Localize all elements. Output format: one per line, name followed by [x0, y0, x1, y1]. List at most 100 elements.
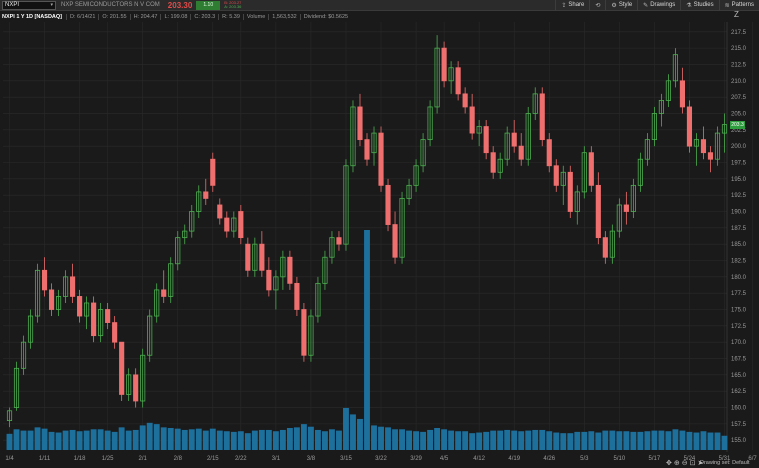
candle-body	[168, 263, 174, 297]
date-tick-label: 1/25	[102, 456, 114, 462]
ask-price: A: 203.36	[224, 4, 242, 9]
price-tick-label: 207.5	[731, 95, 747, 101]
sync-button[interactable]: ⟲	[589, 0, 605, 11]
volume-bar	[364, 230, 370, 450]
info-close: C: 203.3	[190, 14, 218, 20]
volume-bar	[413, 431, 420, 450]
candle-body	[679, 80, 686, 108]
candle-body	[707, 152, 714, 160]
volume-bar	[307, 426, 314, 450]
candle-body	[301, 309, 307, 356]
volume-bar	[595, 432, 602, 450]
zoom-out-icon[interactable]: ⊖	[681, 460, 688, 467]
bid-price: B: 203.27	[224, 0, 242, 5]
date-tick-label: 3/29	[410, 456, 422, 462]
date-tick-label: 2/8	[174, 456, 183, 462]
candle-body	[182, 230, 188, 239]
share-button[interactable]: ⇪ Share	[555, 0, 589, 11]
candle-body	[175, 237, 181, 265]
volume-bar	[41, 428, 48, 450]
symbol-selector[interactable]: NXPI ▾	[2, 0, 56, 10]
volume-bar	[202, 430, 209, 450]
chart-title: NXPI 1 Y 1D [NASDAQ]	[2, 14, 63, 20]
candle-body	[455, 67, 461, 95]
candle-body	[630, 184, 636, 212]
volume-bar	[188, 429, 195, 450]
candle-body	[294, 282, 300, 310]
price-tick-label: 210.0	[731, 79, 747, 85]
volume-bar	[546, 431, 553, 450]
volume-bar	[104, 430, 111, 450]
studies-button[interactable]: ⚗ Studies	[680, 0, 718, 11]
candle-body	[13, 367, 20, 408]
candle-body	[189, 211, 195, 232]
candle-body	[434, 47, 440, 108]
date-tick-label: 4/26	[543, 456, 555, 462]
axis-corner-icon: Z	[734, 10, 739, 19]
volume-bar	[693, 432, 700, 450]
last-price-tag: 203.3	[730, 120, 745, 129]
volume-bar	[321, 431, 328, 450]
sync-icon: ⟲	[595, 2, 601, 9]
volume-bar	[679, 430, 686, 450]
company-name: NXP SEMICONDUCTORS N V COM	[61, 2, 160, 8]
pan-icon[interactable]: ✥	[666, 460, 672, 467]
volume-bar	[69, 429, 76, 450]
zoom-fit-icon[interactable]: ⊡	[689, 460, 696, 467]
flask-icon: ⚗	[686, 2, 692, 9]
price-tick-label: 175.0	[731, 308, 747, 314]
volume-bar	[665, 431, 672, 450]
volume-bar	[132, 429, 139, 450]
symbol-label: NXPI	[5, 2, 20, 8]
toolbar-actions: ⇪ Share ⟲ ⚙ Style ✎ Drawings ⚗ Studies ≋…	[555, 0, 759, 11]
volume-bar	[686, 431, 693, 450]
candle-body	[637, 158, 643, 186]
volume-bar	[371, 425, 377, 450]
volume-bar	[455, 431, 462, 450]
candle-body	[343, 165, 349, 245]
volume-bar	[216, 430, 223, 450]
candle-body	[497, 158, 503, 173]
candle-body	[161, 289, 167, 297]
volume-bar	[244, 433, 251, 450]
candle-body	[224, 217, 230, 232]
volume-bar	[329, 429, 335, 450]
drawings-button[interactable]: ✎ Drawings	[637, 0, 680, 11]
volume-bar	[490, 430, 497, 450]
candle-body	[55, 296, 62, 310]
date-tick-label: 4/19	[508, 456, 520, 462]
price-tick-label: 212.5	[731, 62, 747, 68]
date-tick-label: 1/4	[5, 456, 14, 462]
volume-bar	[518, 431, 525, 450]
volume-bar	[174, 428, 181, 450]
candle-body	[567, 171, 573, 212]
volume-bar	[707, 432, 714, 450]
date-tick-label: 5/3	[580, 456, 589, 462]
volume-bar	[630, 431, 637, 450]
candle-body	[273, 276, 279, 291]
candle-body	[700, 139, 707, 154]
date-tick-label: 1/11	[39, 456, 51, 462]
candle-body	[399, 198, 405, 258]
style-button[interactable]: ⚙ Style	[605, 0, 637, 11]
candle-body	[483, 126, 489, 154]
volume-bar	[511, 430, 518, 450]
volume-bar	[483, 431, 490, 450]
share-icon: ⇪	[561, 2, 567, 9]
volume-bars	[6, 230, 728, 450]
volume-bar	[532, 429, 539, 450]
volume-bar	[251, 430, 258, 450]
info-range: R: 5.39	[218, 14, 243, 20]
studies-label: Studies	[693, 2, 714, 8]
volume-bar	[265, 429, 272, 450]
volume-bar	[230, 431, 237, 450]
candle-body	[714, 132, 721, 160]
patterns-button[interactable]: ≋ Patterns	[718, 0, 759, 11]
cursor-icon[interactable]: ➤	[697, 460, 704, 467]
candle-body	[245, 243, 251, 271]
candle-body	[448, 67, 454, 82]
zoom-in-icon[interactable]: ⊕	[673, 460, 680, 467]
candle-body	[378, 132, 384, 186]
candle-body	[644, 139, 650, 160]
